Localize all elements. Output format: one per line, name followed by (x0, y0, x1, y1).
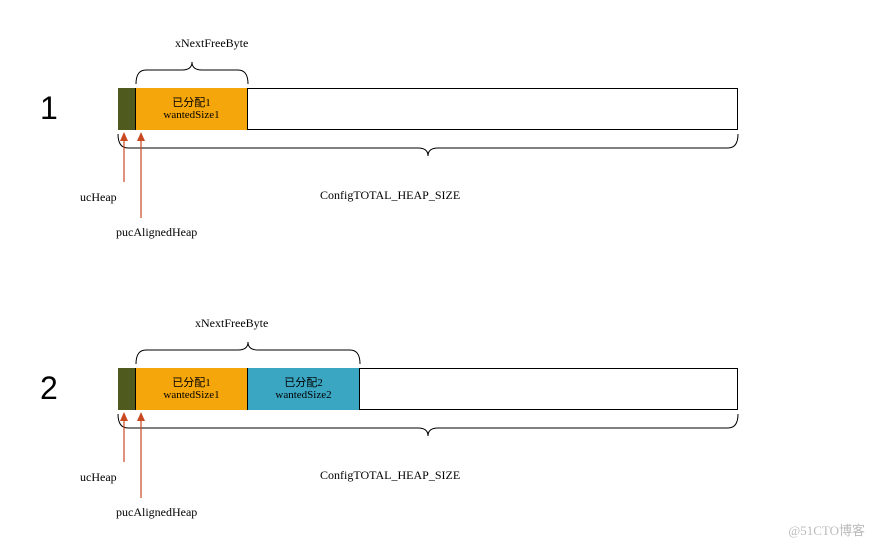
alloc-block-2-1-line1: 已分配1 (172, 377, 211, 389)
top-brace-label-2: xNextFreeByte (195, 316, 268, 331)
alloc-block-2-2-line2: wantedSize2 (275, 389, 331, 401)
diagram-number-2: 2 (40, 370, 58, 407)
top-brace-label-1: xNextFreeByte (175, 36, 248, 51)
ucheap-label-1: ucHeap (80, 190, 117, 205)
pucaligned-label-2: pucAlignedHeap (116, 505, 197, 520)
heap-offset-2 (118, 368, 136, 410)
alloc-block-1-1: 已分配1wantedSize1 (136, 88, 248, 130)
watermark: @51CTO博客 (788, 520, 865, 539)
ucheap-label-2: ucHeap (80, 470, 117, 485)
alloc-block-2-1: 已分配1wantedSize1 (136, 368, 248, 410)
alloc-block-2-1-line2: wantedSize1 (163, 389, 219, 401)
bottom-brace-label-1: ConfigTOTAL_HEAP_SIZE (320, 188, 460, 203)
heap-diagram-root: 1已分配1wantedSize1xNextFreeByteConfigTOTAL… (0, 0, 875, 545)
heap-offset-1 (118, 88, 136, 130)
diagram-number-1: 1 (40, 90, 58, 127)
bottom-brace-label-2: ConfigTOTAL_HEAP_SIZE (320, 468, 460, 483)
alloc-block-2-2-line1: 已分配2 (284, 377, 323, 389)
pucaligned-label-1: pucAlignedHeap (116, 225, 197, 240)
alloc-block-2-2: 已分配2wantedSize2 (248, 368, 360, 410)
alloc-block-1-1-line2: wantedSize1 (163, 109, 219, 121)
overlay-svg (0, 0, 875, 545)
alloc-block-1-1-line1: 已分配1 (172, 97, 211, 109)
